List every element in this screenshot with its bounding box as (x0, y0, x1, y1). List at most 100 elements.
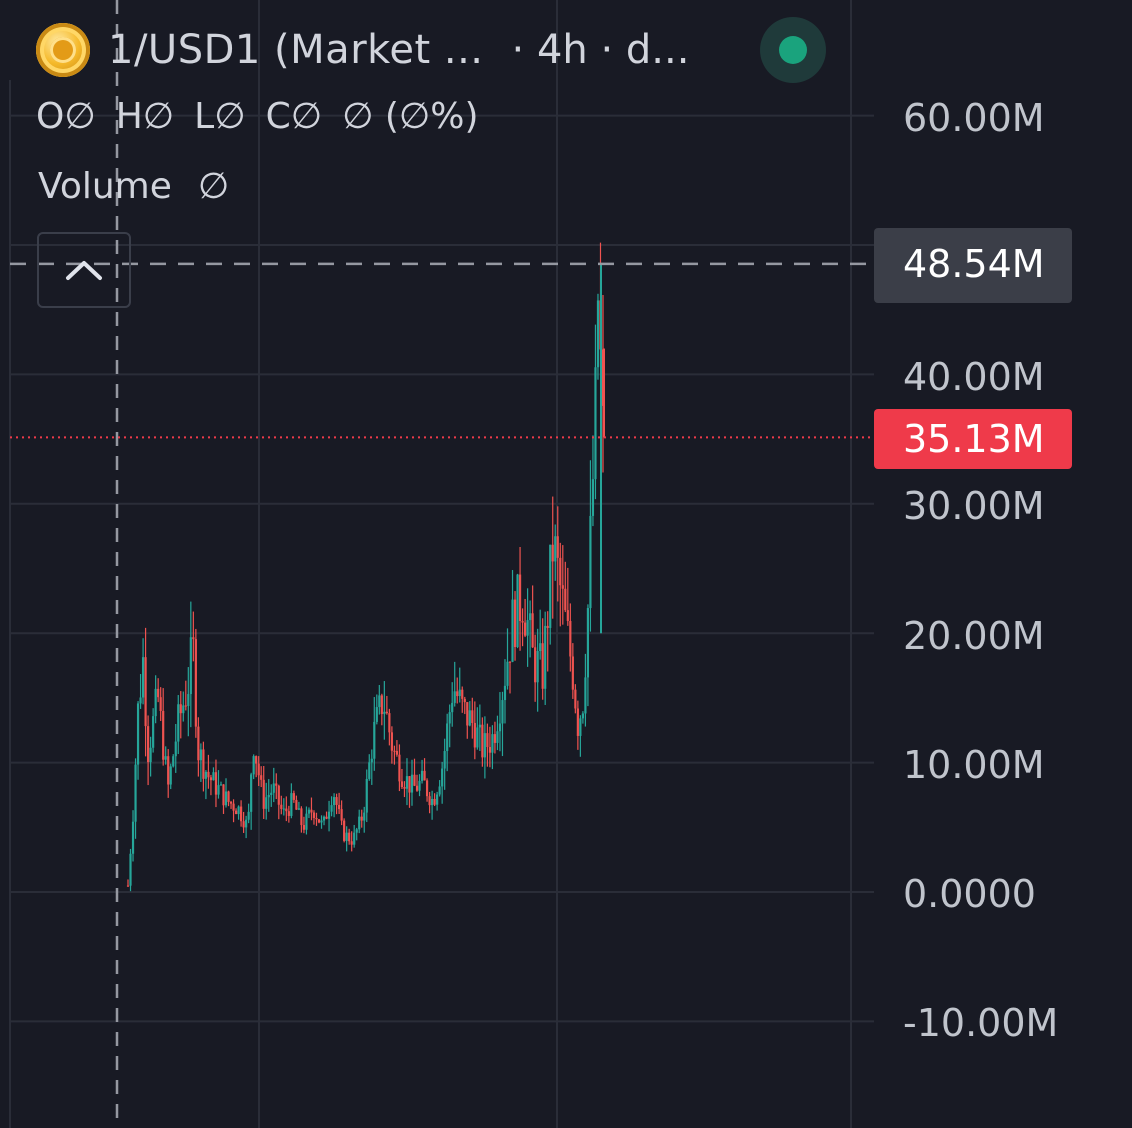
candle-body (433, 798, 436, 805)
high-value: ∅ (142, 96, 175, 137)
candle-body (513, 599, 517, 648)
candle-body (260, 775, 263, 780)
candle-body (157, 688, 160, 698)
collapse-legend-button[interactable] (37, 232, 131, 308)
candle-body (247, 811, 250, 820)
candle-body (365, 778, 368, 813)
candle-body (315, 817, 318, 820)
candle-body (579, 718, 582, 736)
candle-body (393, 750, 396, 752)
candle-body (385, 711, 388, 714)
candle-body (358, 816, 361, 830)
candle-body (516, 574, 519, 648)
candle-body (147, 726, 150, 763)
candle-body (149, 747, 152, 763)
candle-body (348, 832, 351, 842)
candle-body (461, 689, 464, 699)
candle-body (418, 780, 421, 791)
candle-body (559, 557, 562, 586)
candle-body (340, 809, 343, 821)
candle-body (257, 763, 260, 776)
candle-body (189, 637, 192, 695)
candle-body (277, 785, 280, 805)
candle-body (154, 688, 157, 717)
candle-body (295, 799, 298, 810)
candle-body (428, 796, 431, 806)
symbol-title[interactable]: 1/USD1 (Market ... (108, 27, 484, 73)
candle-body (224, 791, 228, 806)
candle-body (431, 798, 434, 806)
ohlc-legend: O∅ H∅ L∅ C∅ ∅ (∅%) (36, 96, 479, 137)
candle-body (317, 819, 321, 823)
candle-body (270, 792, 273, 795)
candle-body (561, 585, 564, 589)
candle-body (441, 768, 444, 787)
candle-body (526, 620, 529, 636)
open-label: O (36, 96, 65, 137)
interval-meta[interactable]: · 4h · d... (511, 27, 690, 73)
candle-body (410, 774, 414, 793)
candle-body (571, 656, 574, 690)
candle-body (290, 793, 293, 816)
candle-body (486, 733, 489, 748)
candle-body (508, 661, 512, 663)
candle-body (330, 805, 333, 812)
candle-body (209, 777, 213, 781)
candle-body (343, 820, 346, 841)
volume-label: Volume (38, 166, 172, 207)
candle-body (541, 643, 544, 689)
candle-body (136, 703, 140, 765)
volume-value: ∅ (197, 166, 230, 207)
candle-body (192, 637, 195, 640)
candle-body (478, 724, 481, 728)
candle-body (134, 764, 137, 822)
candle-body (287, 811, 290, 816)
candle-body (262, 779, 265, 809)
candle-body (194, 639, 197, 727)
candles (126, 242, 605, 892)
candle-body (586, 608, 590, 678)
candle-body (420, 770, 424, 781)
candle-body (297, 808, 300, 810)
candle-body (390, 732, 393, 751)
high-label: H (115, 96, 143, 137)
candle-body (370, 758, 373, 763)
candle-body (239, 806, 243, 822)
candle-body (425, 780, 429, 797)
candle-body (245, 819, 248, 828)
candle-body (300, 808, 303, 826)
candle-body (569, 620, 572, 657)
candle-body (458, 689, 461, 697)
candle-body (282, 808, 285, 810)
candle-body (139, 697, 142, 704)
candle-body (126, 885, 130, 887)
candle-body (332, 797, 336, 806)
candle-body (463, 698, 466, 703)
candle-body (415, 785, 419, 791)
candle-body (468, 710, 471, 726)
status-dot-icon (779, 36, 807, 64)
last-price-tag: 35.13M (874, 409, 1072, 469)
candle-body (272, 783, 275, 793)
candle-body (451, 702, 454, 713)
candle-body (267, 794, 270, 798)
candle-body (275, 783, 278, 786)
gold-coin-icon (36, 23, 90, 77)
candle-body (529, 613, 532, 621)
candle-body (204, 771, 208, 779)
volume-legend: Volume ∅ (38, 166, 229, 207)
candle-body (539, 643, 542, 652)
price-axis-label: 10.00M (903, 743, 1045, 787)
candle-body (518, 574, 522, 622)
market-status-indicator (760, 17, 826, 83)
candle-body (363, 812, 366, 821)
candle-body (322, 816, 326, 821)
candle-body (473, 723, 476, 748)
candle-body (373, 721, 376, 759)
candle-body (174, 741, 177, 757)
candle-body (131, 821, 135, 854)
candle-body (214, 772, 218, 795)
candle-body (398, 754, 401, 782)
candle-body (184, 705, 187, 707)
